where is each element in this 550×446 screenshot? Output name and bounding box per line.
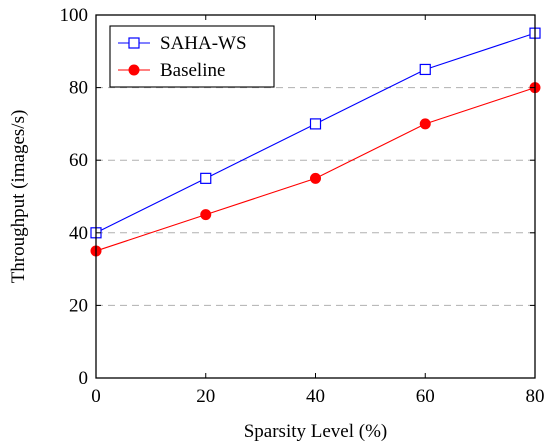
data-point <box>310 172 321 184</box>
x-tick-label-60: 60 <box>416 386 435 407</box>
data-point <box>309 118 322 130</box>
series-baseline <box>90 82 541 257</box>
legend-swatch-marker <box>128 37 140 49</box>
series-line <box>95 87 536 252</box>
legend-box <box>109 25 275 88</box>
y-tick-label-40: 40 <box>69 223 88 244</box>
axis-ticks: 0 20 40 60 80 0 20 40 60 80 100 <box>60 5 545 407</box>
grid-lines <box>96 87 535 306</box>
legend-label: SAHA-WS <box>160 33 247 54</box>
x-axis-label: Sparsity Level (%) <box>244 421 388 442</box>
x-tick-label-20: 20 <box>196 386 215 407</box>
y-tick-label-100: 100 <box>60 5 89 26</box>
legend-label: Baseline <box>160 60 225 81</box>
data-point <box>419 118 431 130</box>
y-tick-label-60: 60 <box>69 150 88 171</box>
x-tick-label-80: 80 <box>526 386 545 407</box>
y-tick-label-0: 0 <box>79 368 89 389</box>
y-tick-label-20: 20 <box>69 295 88 316</box>
y-tick-label-80: 80 <box>69 78 88 99</box>
x-tick-label-0: 0 <box>91 386 101 407</box>
data-point <box>419 63 431 76</box>
data-point <box>200 209 212 221</box>
legend-swatch-marker <box>128 64 140 76</box>
y-axis-label: Throughput (images/s) <box>8 110 29 284</box>
legend: SAHA-WS Baseline <box>109 25 275 88</box>
x-tick-label-40: 40 <box>306 386 325 407</box>
data-point <box>200 172 212 184</box>
